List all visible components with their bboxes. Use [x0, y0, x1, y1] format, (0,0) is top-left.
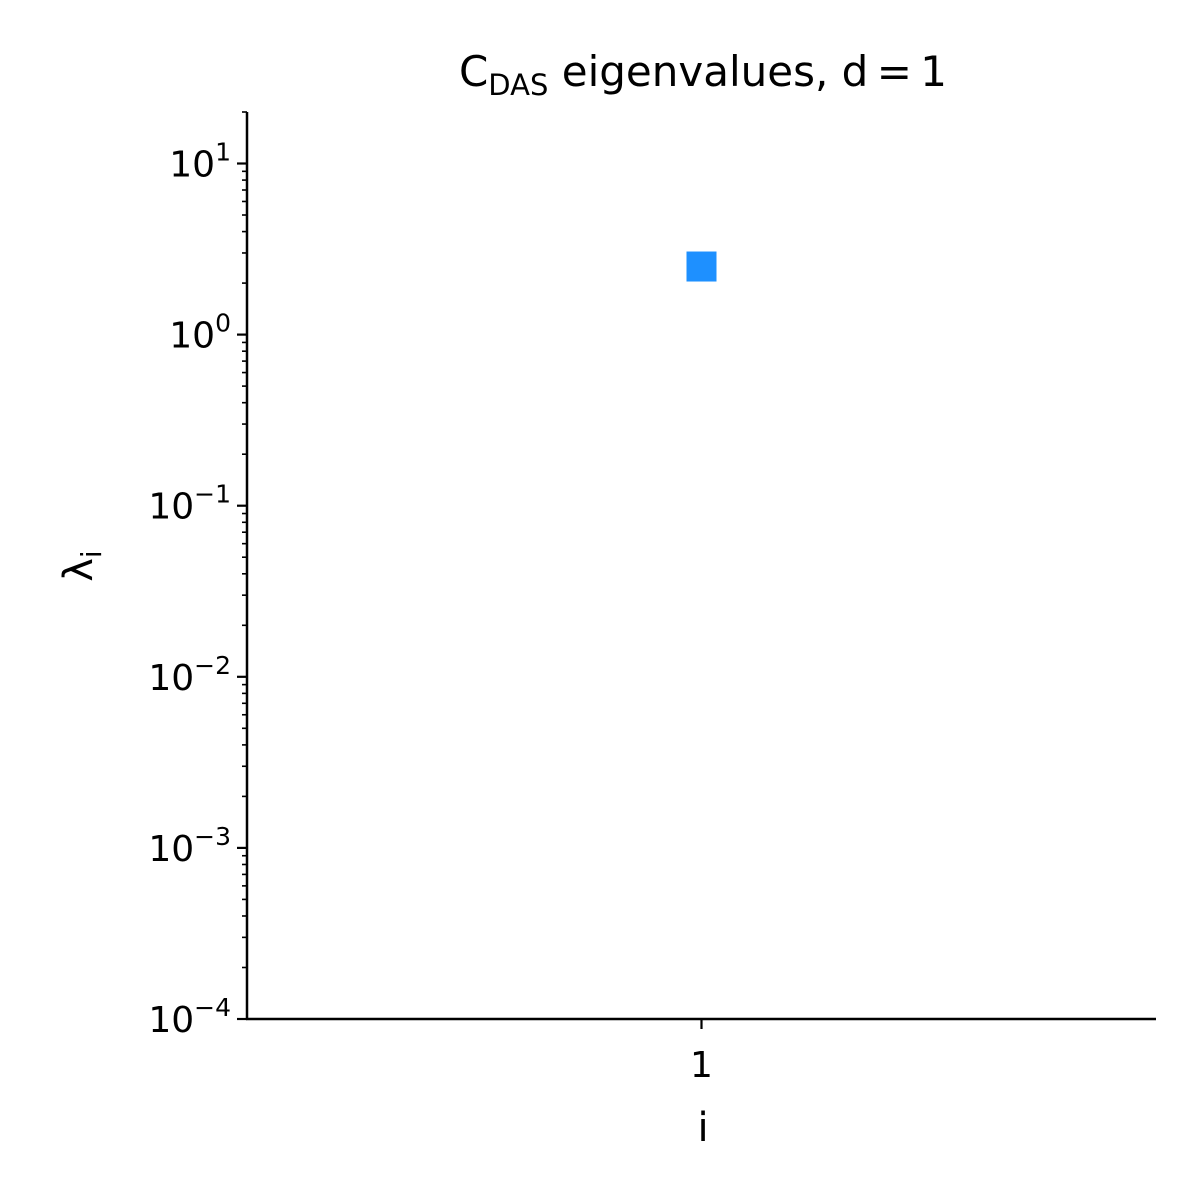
y-tick-label: 10−1: [148, 480, 231, 528]
y-tick-base: 10: [148, 487, 194, 528]
x-axis-ticks: 1: [690, 1019, 713, 1086]
y-tick-exponent: 1: [215, 138, 231, 167]
title-subscript: DAS: [488, 68, 548, 102]
title-main: C: [459, 47, 488, 96]
y-tick-base: 10: [148, 1000, 194, 1041]
y-tick-base: 10: [148, 829, 194, 870]
y-label-subscript: i: [75, 550, 108, 558]
y-tick-label: 100: [169, 309, 231, 357]
eigenvalue-point: [686, 251, 717, 282]
x-tick-label: 1: [690, 1045, 713, 1086]
y-tick-base: 10: [169, 145, 215, 186]
title-rest: eigenvalues, d = 1: [548, 47, 947, 96]
y-tick-label: 10−2: [148, 651, 231, 699]
y-tick-exponent: −1: [194, 480, 231, 509]
y-tick-exponent: −2: [194, 651, 231, 680]
y-label-main: λ: [56, 558, 102, 582]
x-axis-label: i: [697, 1105, 708, 1151]
y-axis-label: λi: [56, 550, 108, 581]
chart-title: CDAS eigenvalues, d = 1: [459, 47, 947, 102]
y-tick-exponent: 0: [215, 309, 231, 338]
y-tick-base: 10: [148, 658, 194, 699]
y-tick-label: 10−4: [148, 993, 231, 1041]
y-tick-exponent: −4: [194, 993, 231, 1022]
y-tick-label: 101: [169, 138, 231, 186]
y-tick-label: 10−3: [148, 822, 231, 870]
y-tick-base: 10: [169, 316, 215, 357]
y-tick-exponent: −3: [194, 822, 231, 851]
data-points: [686, 251, 717, 282]
